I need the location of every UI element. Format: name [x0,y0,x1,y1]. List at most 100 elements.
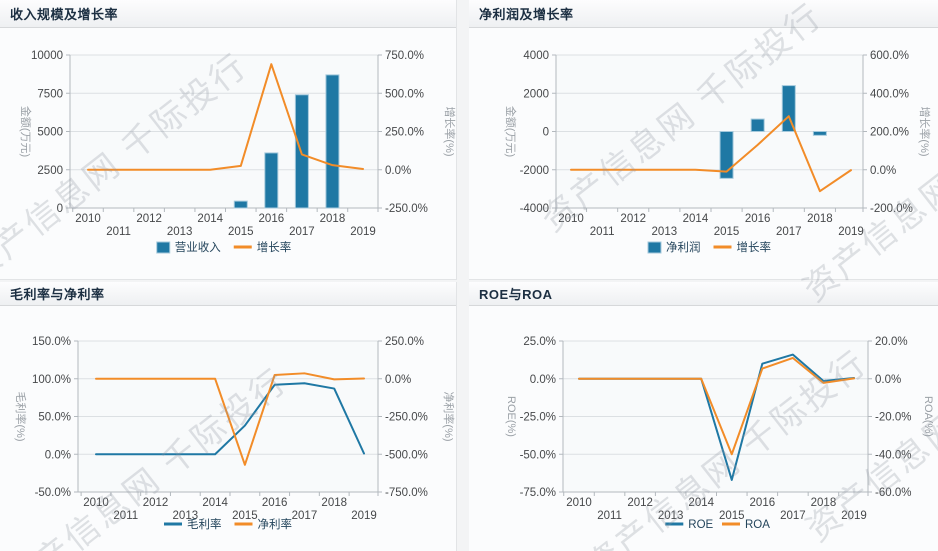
right-axis-title: 增长率(%) [443,106,456,156]
legend: 毛利率 净利率 [164,517,292,531]
svg-text:-75.0%: -75.0% [520,487,556,499]
left-axis-tick-labels: 4000 2000 0 -2000 -4000 [520,50,549,215]
svg-text:0.0%: 0.0% [530,374,556,386]
svg-text:2015: 2015 [232,510,258,522]
svg-text:2019: 2019 [841,510,867,522]
svg-text:2017: 2017 [289,226,315,238]
svg-text:2013: 2013 [173,510,199,522]
svg-text:2017: 2017 [292,510,318,522]
svg-text:250.0%: 250.0% [385,127,424,139]
svg-text:-200.0%: -200.0% [870,203,913,215]
legend-label: ROE [688,519,713,531]
svg-text:2500: 2500 [37,165,63,177]
left-axis-tick-labels: 25.0% 0.0% -25.0% -50.0% -75.0% [520,336,556,499]
svg-text:7500: 7500 [37,88,63,100]
svg-text:2018: 2018 [807,213,833,225]
right-axis-tick-labels: 250.0% 0.0% -250.0% -500.0% -750.0% [385,336,428,499]
left-axis-tick-labels: 150.0% 100.0% 50.0% 0.0% -50.0% [32,336,71,499]
svg-text:-250.0%: -250.0% [385,412,428,424]
svg-text:2014: 2014 [683,213,709,225]
svg-text:0: 0 [543,127,549,139]
bar-净利润-2016 [750,118,765,132]
legend-label: 营业收入 [175,240,221,254]
svg-text:2018: 2018 [811,497,837,509]
svg-text:400.0%: 400.0% [870,88,909,100]
svg-text:2011: 2011 [597,510,622,522]
svg-text:0.0%: 0.0% [385,374,411,386]
svg-text:-25.0%: -25.0% [520,412,556,424]
x-axis-ticks [563,492,869,496]
svg-text:2015: 2015 [228,226,254,238]
line-series-毛利率 [95,382,365,456]
legend: ROE ROA [665,519,770,531]
panel-title: ROE与ROA [479,287,553,302]
svg-text:100.0%: 100.0% [32,374,71,386]
svg-text:2014: 2014 [202,497,228,509]
svg-text:2011: 2011 [113,510,138,522]
svg-text:-500.0%: -500.0% [385,449,428,461]
right-axis-title: ROA(%) [922,396,934,437]
svg-text:5000: 5000 [37,127,63,139]
revenue-growth-chart: 10000 7500 5000 2500 0 750.0% 500.0% 250.0% 0.0%… [19,50,456,254]
svg-text:2016: 2016 [745,213,771,225]
svg-text:2010: 2010 [558,213,584,225]
svg-text:2018: 2018 [320,213,346,225]
panel-netprofit-growth: 净利润及增长率 4000 2000 0 -2000 -4000 600.0% 400.0% 2… [469,0,938,280]
svg-text:-20.0%: -20.0% [875,412,911,424]
svg-text:0.0%: 0.0% [45,449,71,461]
panel-header: 收入规模及增长率 [0,0,456,28]
axis-ticks [559,340,872,493]
svg-text:0.0%: 0.0% [870,165,896,177]
axis-ticks [552,54,867,209]
svg-text:2012: 2012 [136,213,162,225]
svg-text:-40.0%: -40.0% [875,449,911,461]
svg-text:600.0%: 600.0% [870,50,909,62]
svg-text:-2000: -2000 [520,165,549,177]
svg-text:250.0%: 250.0% [385,336,424,348]
bar-营业收入-2018 [325,74,340,209]
panel-header: ROE与ROA [469,282,938,306]
svg-text:2017: 2017 [780,510,806,522]
netprofit-growth-chart: 4000 2000 0 -2000 -4000 600.0% 400.0% 200.0% 0.0… [504,50,932,254]
svg-text:2019: 2019 [351,510,377,522]
svg-text:0.0%: 0.0% [385,165,411,177]
panel-title: 净利润及增长率 [479,7,574,22]
svg-text:2015: 2015 [714,226,740,238]
right-axis-tick-labels: 20.0% 0.0% -20.0% -40.0% -60.0% [875,336,911,499]
right-axis-title: 净利率(%) [442,391,456,441]
legend-label: 净利率 [258,517,293,531]
bar-净利润-2018 [812,131,827,136]
svg-text:2014: 2014 [197,213,223,225]
left-axis-title: 金额(万元) [504,106,518,157]
legend-label: 增长率 [257,240,292,254]
svg-text:500.0%: 500.0% [385,88,424,100]
svg-text:2016: 2016 [262,497,288,509]
line-series-ROA [578,356,855,456]
svg-text:2018: 2018 [321,497,347,509]
svg-text:0: 0 [57,203,63,215]
svg-text:2010: 2010 [75,213,101,225]
panel-header: 毛利率与净利率 [0,282,456,306]
svg-text:2017: 2017 [776,226,802,238]
svg-text:2015: 2015 [719,510,745,522]
x-axis-ticks [72,208,379,212]
svg-text:2019: 2019 [350,226,376,238]
left-axis-title: 毛利率(%) [14,391,28,441]
svg-text:2012: 2012 [620,213,646,225]
svg-text:10000: 10000 [31,50,63,62]
right-axis-tick-labels: 750.0% 500.0% 250.0% 0.0% -250.0% [385,50,428,215]
line-series-增长率 [570,115,852,193]
panel-title: 毛利率与净利率 [10,287,105,302]
legend-marker-bar [156,241,171,254]
line-series-增长率 [87,63,364,171]
legend: 营业收入 增长率 [156,240,292,254]
svg-text:2010: 2010 [83,497,109,509]
legend-marker-bar [647,241,662,254]
svg-text:200.0%: 200.0% [870,127,909,139]
line-series-净利率 [95,372,365,466]
